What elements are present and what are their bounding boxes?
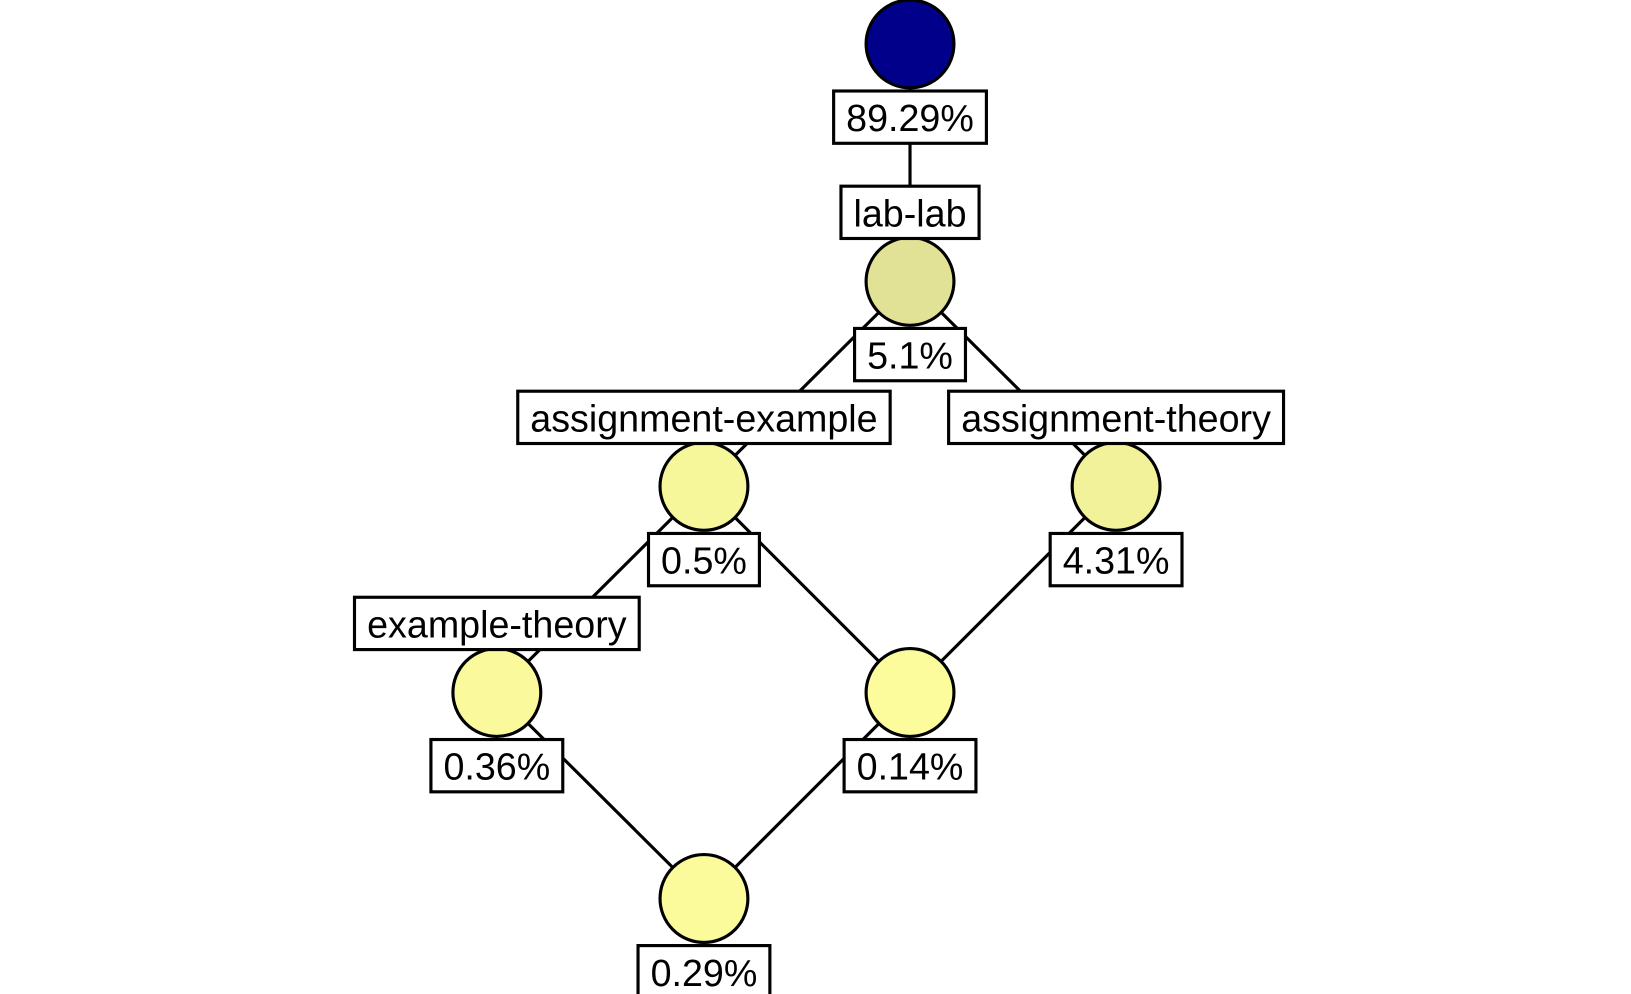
edge	[702, 691, 912, 900]
node-percent: 0.36%	[443, 746, 550, 788]
node-label-box: lab-lab	[839, 184, 981, 241]
node-percent: 4.31%	[1063, 540, 1170, 582]
label-frame	[636, 944, 772, 994]
node-label-box: assignment-theory	[947, 389, 1286, 446]
node-label-box: assignment-example	[516, 389, 892, 446]
concept-node	[864, 235, 956, 327]
node-percent: 89.29%	[846, 97, 974, 139]
concept-node	[1070, 440, 1162, 532]
concept-node	[658, 440, 750, 532]
label-frame	[352, 595, 641, 652]
node-percent-box: 0.5%	[646, 531, 761, 588]
node-percent-box: 0.36%	[429, 737, 565, 794]
node-percent-box: 0.14%	[842, 737, 978, 794]
node-percent-box: 89.29%	[832, 89, 988, 145]
node-label-box: example-theory	[352, 595, 641, 652]
label-frame	[1048, 531, 1184, 588]
node-label: lab-lab	[854, 192, 967, 234]
node-percent-box: 4.31%	[1048, 531, 1184, 588]
edges	[495, 43, 1118, 900]
edge	[702, 485, 912, 694]
edge	[908, 485, 1118, 694]
label-frame	[853, 326, 968, 383]
concept-node	[451, 646, 543, 738]
concept-node	[658, 853, 750, 945]
node-percent: 5.1%	[867, 335, 953, 377]
node-label: assignment-example	[530, 397, 877, 439]
lattice: 89.29% 5.1% lab-lab 0.5% assignment-example 4…	[352, 0, 1286, 994]
node-percent-box: 5.1%	[853, 326, 968, 383]
node-label: example-theory	[367, 603, 627, 645]
concept-node	[864, 0, 956, 90]
label-frame	[842, 737, 978, 794]
node-percent-box: 0.29%	[636, 944, 772, 994]
node-percent: 0.5%	[661, 540, 747, 582]
concept-node	[864, 646, 956, 738]
nodes	[451, 0, 1162, 945]
node-label: assignment-theory	[961, 397, 1271, 439]
edge	[495, 691, 706, 900]
node-percent: 0.14%	[857, 746, 964, 788]
label-frame	[429, 737, 565, 794]
edge	[908, 280, 1118, 488]
edge	[495, 485, 706, 694]
label-frame	[516, 389, 892, 446]
label-frame	[839, 184, 981, 241]
labels: 89.29% 5.1% lab-lab 0.5% assignment-example 4…	[352, 89, 1286, 994]
node-percent: 0.29%	[651, 952, 758, 994]
label-frame	[947, 389, 1286, 446]
label-frame	[832, 89, 988, 145]
label-frame	[646, 531, 761, 588]
edge	[702, 280, 912, 488]
